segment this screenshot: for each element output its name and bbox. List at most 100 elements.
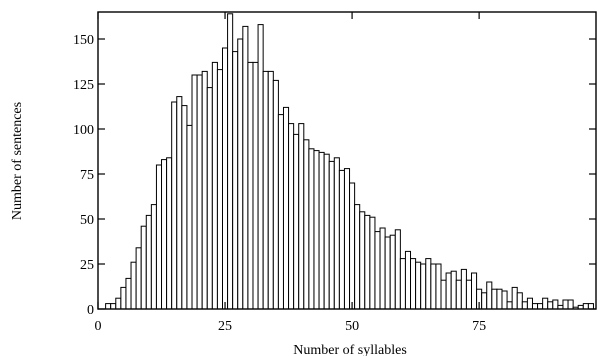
axis-ticks — [97, 12, 596, 310]
histogram-bar — [267, 70, 274, 310]
histogram-bar — [211, 61, 218, 310]
y-tick-label: 25 — [80, 258, 94, 273]
histogram-bar — [567, 299, 574, 310]
histogram-bar — [526, 297, 533, 310]
histogram-bar — [531, 303, 539, 310]
y-tick-labels: 0 25 50 75 100 125 150 — [73, 33, 94, 318]
histogram-bar — [338, 169, 345, 310]
x-axis-label: Number of syllables — [293, 343, 407, 356]
histogram-bar — [222, 47, 229, 310]
histogram-bar — [506, 301, 513, 310]
histogram-bar — [277, 114, 284, 310]
histogram-bar — [394, 229, 401, 310]
y-tick-label: 0 — [87, 303, 94, 318]
histogram-bar — [562, 299, 569, 310]
histogram-bar — [455, 279, 462, 310]
histogram-bar — [379, 227, 386, 310]
histogram-bar — [552, 299, 559, 310]
histogram-bar — [247, 61, 254, 310]
histogram-bar — [465, 279, 473, 310]
histogram-bar — [272, 79, 279, 310]
histogram-bar — [282, 106, 290, 310]
histogram-bar — [161, 159, 168, 310]
histogram-bar — [369, 216, 376, 310]
plot-frame — [97, 11, 597, 310]
histogram-bar — [186, 124, 193, 310]
y-tick-label: 125 — [73, 78, 94, 93]
histogram-bar — [410, 258, 417, 310]
histogram-bar — [481, 292, 488, 310]
histogram-bar — [298, 123, 305, 310]
histogram-bar — [415, 261, 422, 310]
histogram-bar — [542, 297, 549, 310]
histogram-bar — [201, 70, 208, 310]
histogram-bar — [181, 105, 188, 310]
histogram-bar — [516, 292, 523, 310]
histogram-bar — [349, 182, 356, 310]
histogram-bar — [308, 148, 315, 310]
histogram-bar — [430, 263, 437, 310]
histogram-bar — [587, 303, 594, 310]
histogram-bar — [140, 225, 147, 310]
x-tick-label: 0 — [95, 319, 102, 334]
histogram-bar — [145, 214, 152, 310]
histogram-bar — [425, 258, 432, 310]
histogram-bar — [364, 214, 371, 310]
histogram-bar — [293, 133, 300, 310]
histogram-bar — [176, 96, 183, 310]
histogram-bar — [135, 247, 142, 310]
x-tick-label: 75 — [472, 319, 486, 334]
histogram-bar — [404, 250, 412, 310]
histogram-bar — [343, 168, 351, 310]
histogram-bar — [313, 150, 320, 310]
histogram-bar — [196, 74, 203, 310]
histogram-bar — [288, 123, 295, 310]
histogram-bar — [232, 51, 239, 310]
histogram-bar — [460, 268, 467, 310]
histogram-bar — [328, 160, 335, 310]
y-tick-label: 150 — [73, 33, 94, 48]
histogram-bar — [486, 281, 493, 310]
x-tick-label: 50 — [345, 319, 359, 334]
histogram-bar — [450, 270, 457, 310]
histogram-bar — [440, 279, 447, 310]
histogram-bar — [318, 151, 325, 310]
histogram-bars — [105, 13, 594, 310]
histogram-bar — [262, 70, 269, 310]
histogram-bar — [191, 74, 198, 310]
y-tick-label: 100 — [73, 123, 94, 138]
histogram-bar — [120, 286, 127, 310]
histogram-bar — [582, 303, 589, 310]
histogram-bar — [359, 211, 366, 310]
histogram-bar — [333, 157, 340, 310]
histogram-bar — [303, 139, 310, 310]
histogram-bar — [125, 277, 132, 310]
histogram-bar — [521, 301, 528, 310]
histogram-bar — [150, 204, 157, 310]
histogram-bar — [420, 263, 427, 310]
x-tick-label: 25 — [218, 319, 232, 334]
histogram-bar — [354, 204, 361, 310]
histogram-bar — [130, 261, 137, 310]
histogram-bar — [242, 25, 249, 310]
y-axis-label: Number of sentences — [10, 102, 25, 220]
histogram-bar — [227, 13, 234, 310]
histogram-bar — [501, 290, 508, 310]
histogram-bar — [166, 157, 173, 310]
histogram-bar — [511, 286, 518, 310]
histogram-bar — [216, 69, 223, 310]
histogram-bar — [115, 297, 122, 310]
histogram-bar — [171, 101, 178, 310]
histogram-bar — [537, 303, 544, 310]
histogram-bar — [389, 234, 396, 310]
x-tick-labels: 0 25 50 75 — [95, 319, 487, 334]
y-tick-label: 50 — [80, 213, 94, 228]
histogram-bar — [384, 236, 391, 310]
histogram-bar — [105, 303, 112, 310]
histogram-bar — [435, 263, 442, 310]
histogram-bar — [323, 153, 330, 310]
histogram-bar — [237, 38, 244, 310]
histogram-bar — [491, 288, 498, 310]
histogram-bar — [252, 61, 259, 310]
